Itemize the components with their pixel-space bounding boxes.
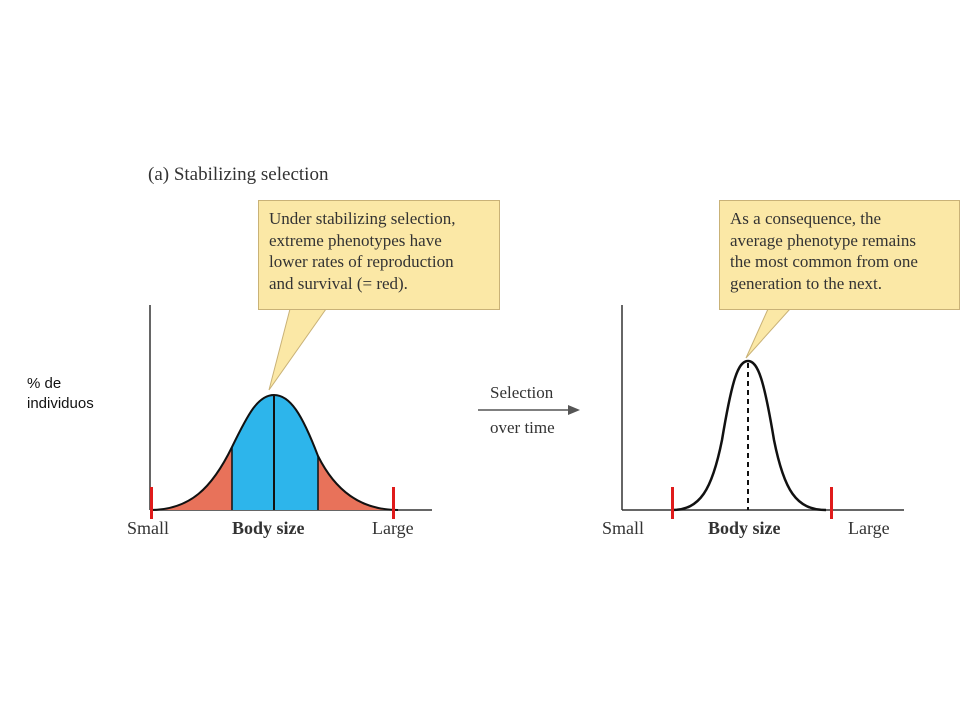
left-axis-title: Body size <box>232 518 305 538</box>
right-axis-min-label: Small <box>602 518 645 538</box>
callout-line: As a consequence, the <box>730 209 882 228</box>
callout-right: As a consequence, the average phenotype … <box>719 200 960 310</box>
callout-line: the most common from one <box>730 252 918 271</box>
right-axis-title: Body size <box>708 518 781 538</box>
y-axis-label-line: individuos <box>27 395 94 412</box>
callout-left-pointer <box>268 308 327 391</box>
right-range-marker-min <box>671 487 674 519</box>
callout-line: average phenotype remains <box>730 230 916 250</box>
callout-left: Under stabilizing selection, extreme phe… <box>258 200 500 310</box>
arrow-label-top: Selection <box>490 383 554 402</box>
callout-line: lower rates of reproduction <box>269 252 454 271</box>
callout-line: extreme phenotypes have <box>269 230 442 250</box>
callout-line: and survival (= red). <box>269 273 408 293</box>
y-axis-label: % de individuos <box>27 374 137 414</box>
arrow-label-bottom: over time <box>490 418 555 437</box>
right-axis-max-label: Large <box>848 518 890 538</box>
y-axis-label-line: % de <box>27 375 62 392</box>
callout-line: generation to the next. <box>730 273 883 293</box>
left-range-marker-max <box>392 487 395 519</box>
callout-right-pointer <box>745 308 792 359</box>
callout-line: Under stabilizing selection, <box>269 209 456 228</box>
left-axis-max-label: Large <box>372 518 414 538</box>
panel-title: (a) Stabilizing selection <box>148 164 329 185</box>
left-tail-region <box>150 447 232 510</box>
selection-arrow-head <box>568 405 580 415</box>
right-range-marker-max <box>830 487 833 519</box>
right-distribution-curve <box>671 359 827 512</box>
left-axis-min-label: Small <box>127 518 170 538</box>
left-range-marker-min <box>150 487 153 519</box>
right-tail-region <box>318 456 398 510</box>
